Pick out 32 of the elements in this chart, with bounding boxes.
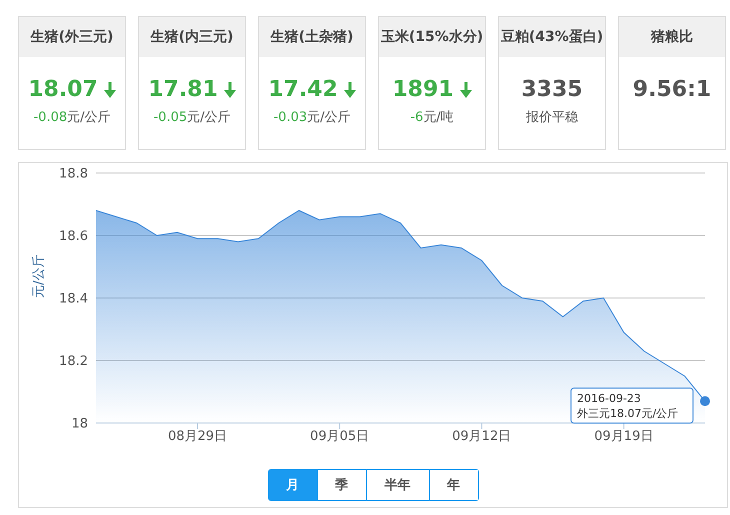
text: 18.07 (28, 77, 98, 102)
x-tick-label: 09月19日 (594, 429, 654, 444)
text: 玉米(15%水分) (379, 17, 485, 57)
text: 生猪(土杂猪) (259, 17, 365, 57)
text: 季 (316, 470, 366, 500)
x-tick-label: 08月29日 (168, 429, 228, 444)
y-tick-label: 18.4 (59, 292, 88, 307)
y-tick-label: 18 (71, 416, 88, 432)
text: 年 (428, 470, 478, 500)
text: 豆粕(43%蛋白) (499, 17, 605, 57)
text: 17.42 (268, 77, 338, 102)
x-tick-label: 09月12日 (452, 429, 512, 444)
annotation: 2016-09-23 外三元18.07元/公斤 (577, 392, 678, 420)
y-axis-title: 元/公斤 (32, 254, 47, 298)
x-tick-label: 09月05日 (310, 429, 370, 444)
text: -6元/吨 (410, 110, 454, 125)
text: 报价平稳 (526, 110, 578, 125)
y-tick-label: 18.8 (59, 166, 88, 182)
text: 3335 (521, 77, 583, 102)
text: -0.08元/公斤 (33, 110, 111, 125)
text: 月 (268, 470, 316, 500)
text: -0.05元/公斤 (153, 110, 231, 125)
text: 半年 (366, 470, 428, 500)
text: 1891 (392, 77, 454, 102)
text: 猪粮比 (619, 17, 725, 57)
text: 9.56:1 (632, 77, 712, 102)
text: 生猪(内三元) (139, 17, 245, 57)
text: -0.03元/公斤 (273, 110, 351, 125)
text: 生猪(外三元) (19, 17, 125, 57)
text: 17.81 (148, 77, 218, 102)
y-tick-label: 18.2 (59, 354, 88, 370)
y-tick-label: 18.6 (59, 229, 88, 244)
